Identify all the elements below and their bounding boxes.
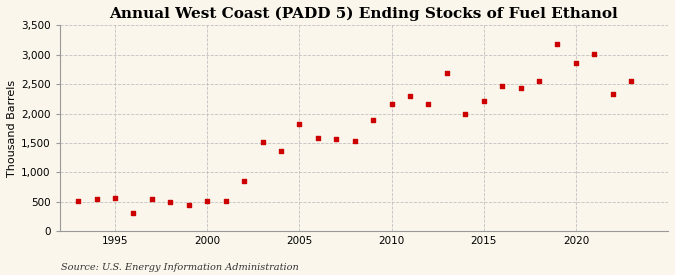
Point [460,111,470,116]
Point [202,199,213,204]
Point [608,91,618,96]
Y-axis label: Thousand Barrels: Thousand Barrels [7,80,17,177]
Point [423,102,434,106]
Text: Source: U.S. Energy Information Administration: Source: U.S. Energy Information Administ… [61,263,298,272]
Point [73,199,84,204]
Point [552,42,563,46]
Point [479,99,489,103]
Point [109,196,120,200]
Point [128,210,139,215]
Point [497,84,508,88]
Point [368,118,379,122]
Point [91,197,102,201]
Title: Annual West Coast (PADD 5) Ending Stocks of Fuel Ethanol: Annual West Coast (PADD 5) Ending Stocks… [109,7,618,21]
Point [349,138,360,143]
Point [404,94,415,98]
Point [515,86,526,90]
Point [570,61,581,65]
Point [184,203,194,207]
Point [313,136,323,140]
Point [386,101,397,106]
Point [331,137,342,142]
Point [275,149,286,153]
Point [626,79,637,84]
Point [146,196,157,201]
Point [220,199,231,204]
Point [294,122,305,126]
Point [257,140,268,145]
Point [239,179,250,183]
Point [441,71,452,75]
Point [534,79,545,84]
Point [589,52,599,56]
Point [165,200,176,205]
